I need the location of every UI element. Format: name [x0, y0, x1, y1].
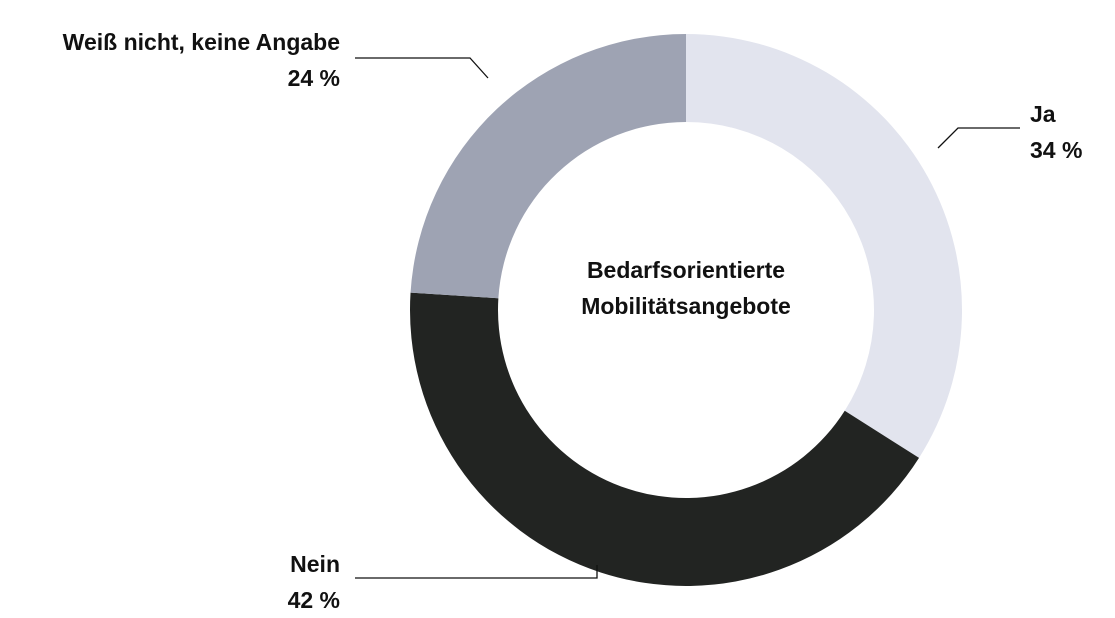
donut-segment [686, 34, 962, 458]
donut-segment [410, 34, 686, 299]
leader-line [355, 57, 489, 79]
center-title: Bedarfsorientierte Mobilitätsangebote [581, 257, 791, 319]
slice-label: Ja [1030, 101, 1056, 127]
leader-line [355, 565, 598, 579]
donut-segment [409, 292, 920, 586]
slice-label: Nein [290, 551, 340, 577]
value-label: 24 % [288, 65, 340, 91]
leader-line [937, 127, 1020, 149]
slice-label: Weiß nicht, keine Angabe [63, 29, 340, 55]
value-label: 42 % [288, 587, 340, 613]
value-label: 34 % [1030, 137, 1082, 163]
